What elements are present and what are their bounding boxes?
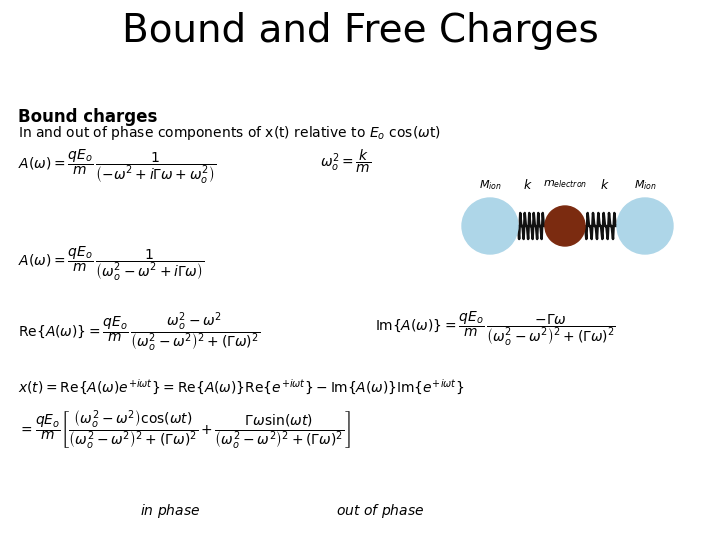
Circle shape: [462, 198, 518, 254]
Text: $\mathrm{Im}\{A(\omega)\}=\dfrac{qE_o}{m}\,\dfrac{-\Gamma\omega}{\left(\omega_o^: $\mathrm{Im}\{A(\omega)\}=\dfrac{qE_o}{m…: [375, 310, 616, 348]
Text: $A(\omega)=\dfrac{qE_o}{m}\,\dfrac{1}{\left(-\omega^2+i\Gamma\omega+\omega_o^2\r: $A(\omega)=\dfrac{qE_o}{m}\,\dfrac{1}{\l…: [18, 148, 216, 186]
Text: $M_{ion}$: $M_{ion}$: [634, 178, 657, 192]
Text: $\mathit{in\ phase}$: $\mathit{in\ phase}$: [140, 502, 200, 520]
Text: Bound charges: Bound charges: [18, 108, 158, 126]
Text: $\mathrm{Re}\{A(\omega)\}=\dfrac{qE_o}{m}\,\dfrac{\omega_o^2-\omega^2}{\left(\om: $\mathrm{Re}\{A(\omega)\}=\dfrac{qE_o}{m…: [18, 310, 260, 354]
Text: $m_{electron}$: $m_{electron}$: [543, 178, 587, 190]
Text: $k$: $k$: [600, 178, 610, 192]
Text: Bound and Free Charges: Bound and Free Charges: [122, 12, 598, 50]
Text: $\mathit{out\ of\ phase}$: $\mathit{out\ of\ phase}$: [336, 502, 424, 520]
Text: $M_{ion}$: $M_{ion}$: [479, 178, 501, 192]
Text: $x(t)=\mathrm{Re}\{A(\omega)e^{+i\omega t}\}=\mathrm{Re}\{A(\omega)\}\mathrm{Re}: $x(t)=\mathrm{Re}\{A(\omega)e^{+i\omega …: [18, 378, 464, 397]
Text: $A(\omega)=\dfrac{qE_o}{m}\,\dfrac{1}{\left(\omega_o^2-\omega^2+i\Gamma\omega\ri: $A(\omega)=\dfrac{qE_o}{m}\,\dfrac{1}{\l…: [18, 245, 204, 284]
Text: $=\dfrac{qE_o}{m}\left[\dfrac{\left(\omega_o^2-\omega^2\right)\cos(\omega t)}{\l: $=\dfrac{qE_o}{m}\left[\dfrac{\left(\ome…: [18, 408, 351, 451]
Circle shape: [617, 198, 673, 254]
Text: In and out of phase components of x(t) relative to $E_o$ cos($\omega$t): In and out of phase components of x(t) r…: [18, 124, 441, 142]
Circle shape: [545, 206, 585, 246]
Text: $\omega_o^2=\dfrac{k}{m}$: $\omega_o^2=\dfrac{k}{m}$: [320, 148, 372, 176]
Text: $k$: $k$: [523, 178, 532, 192]
